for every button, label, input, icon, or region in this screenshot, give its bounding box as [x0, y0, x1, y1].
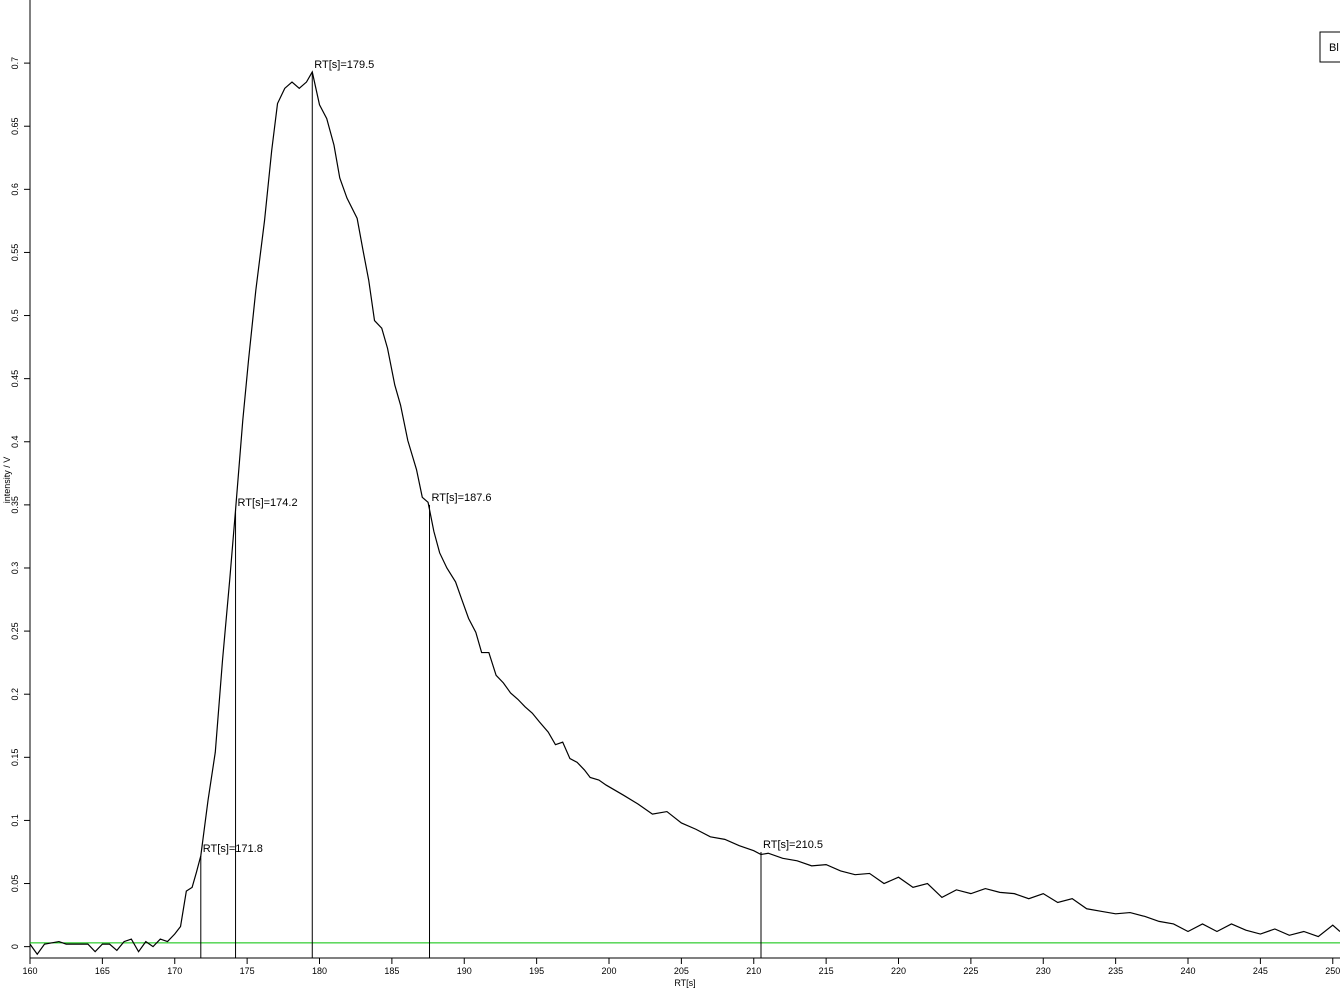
y-tick-label: 0.1 [10, 814, 20, 827]
legend-entry: Bl [1329, 42, 1339, 54]
x-tick-label: 235 [1108, 966, 1123, 976]
y-tick-label: 0.6 [10, 183, 20, 196]
y-tick-label: 0.3 [10, 562, 20, 575]
x-tick-label: 245 [1253, 966, 1268, 976]
x-tick-label: 225 [963, 966, 978, 976]
x-tick-label: 200 [601, 966, 616, 976]
x-tick-label: 170 [167, 966, 182, 976]
x-tick-label: 250 [1325, 966, 1340, 976]
x-tick-label: 160 [22, 966, 37, 976]
y-tick-label: 0.25 [10, 622, 20, 640]
annotation-label: RT[s]=187.6 [432, 492, 492, 504]
x-tick-label: 180 [312, 966, 327, 976]
x-tick-label: 215 [819, 966, 834, 976]
x-tick-label: 230 [1036, 966, 1051, 976]
x-tick-label: 210 [746, 966, 761, 976]
y-tick-label: 0.15 [10, 749, 20, 767]
x-axis-label: RT[s] [674, 978, 695, 988]
y-tick-label: 0.7 [10, 57, 20, 70]
x-tick-label: 240 [1180, 966, 1195, 976]
legend-box [1319, 31, 1340, 63]
x-tick-label: 220 [891, 966, 906, 976]
annotation-label: RT[s]=171.8 [203, 843, 263, 855]
x-tick-label: 195 [529, 966, 544, 976]
x-tick-label: 175 [240, 966, 255, 976]
y-tick-label: 0.4 [10, 436, 20, 449]
y-axis-label: intensity / V [2, 457, 12, 504]
y-tick-label: 0.05 [10, 875, 20, 893]
y-tick-label: 0.45 [10, 370, 20, 388]
y-tick-label: 0.2 [10, 688, 20, 701]
y-tick-label: 0.35 [10, 496, 20, 514]
data-line [29, 70, 1340, 956]
annotation-label: RT[s]=179.5 [314, 59, 374, 71]
y-tick-label: 0.5 [10, 309, 20, 322]
x-tick-label: 205 [674, 966, 689, 976]
x-tick-label: 165 [95, 966, 110, 976]
annotation-label: RT[s]=174.2 [238, 497, 298, 509]
y-tick-label: 0 [10, 944, 20, 949]
y-tick-label: 0.65 [10, 117, 20, 135]
x-tick-label: 185 [384, 966, 399, 976]
x-tick-label: 190 [457, 966, 472, 976]
annotation-label: RT[s]=210.5 [763, 839, 823, 851]
y-tick-label: 0.55 [10, 244, 20, 262]
